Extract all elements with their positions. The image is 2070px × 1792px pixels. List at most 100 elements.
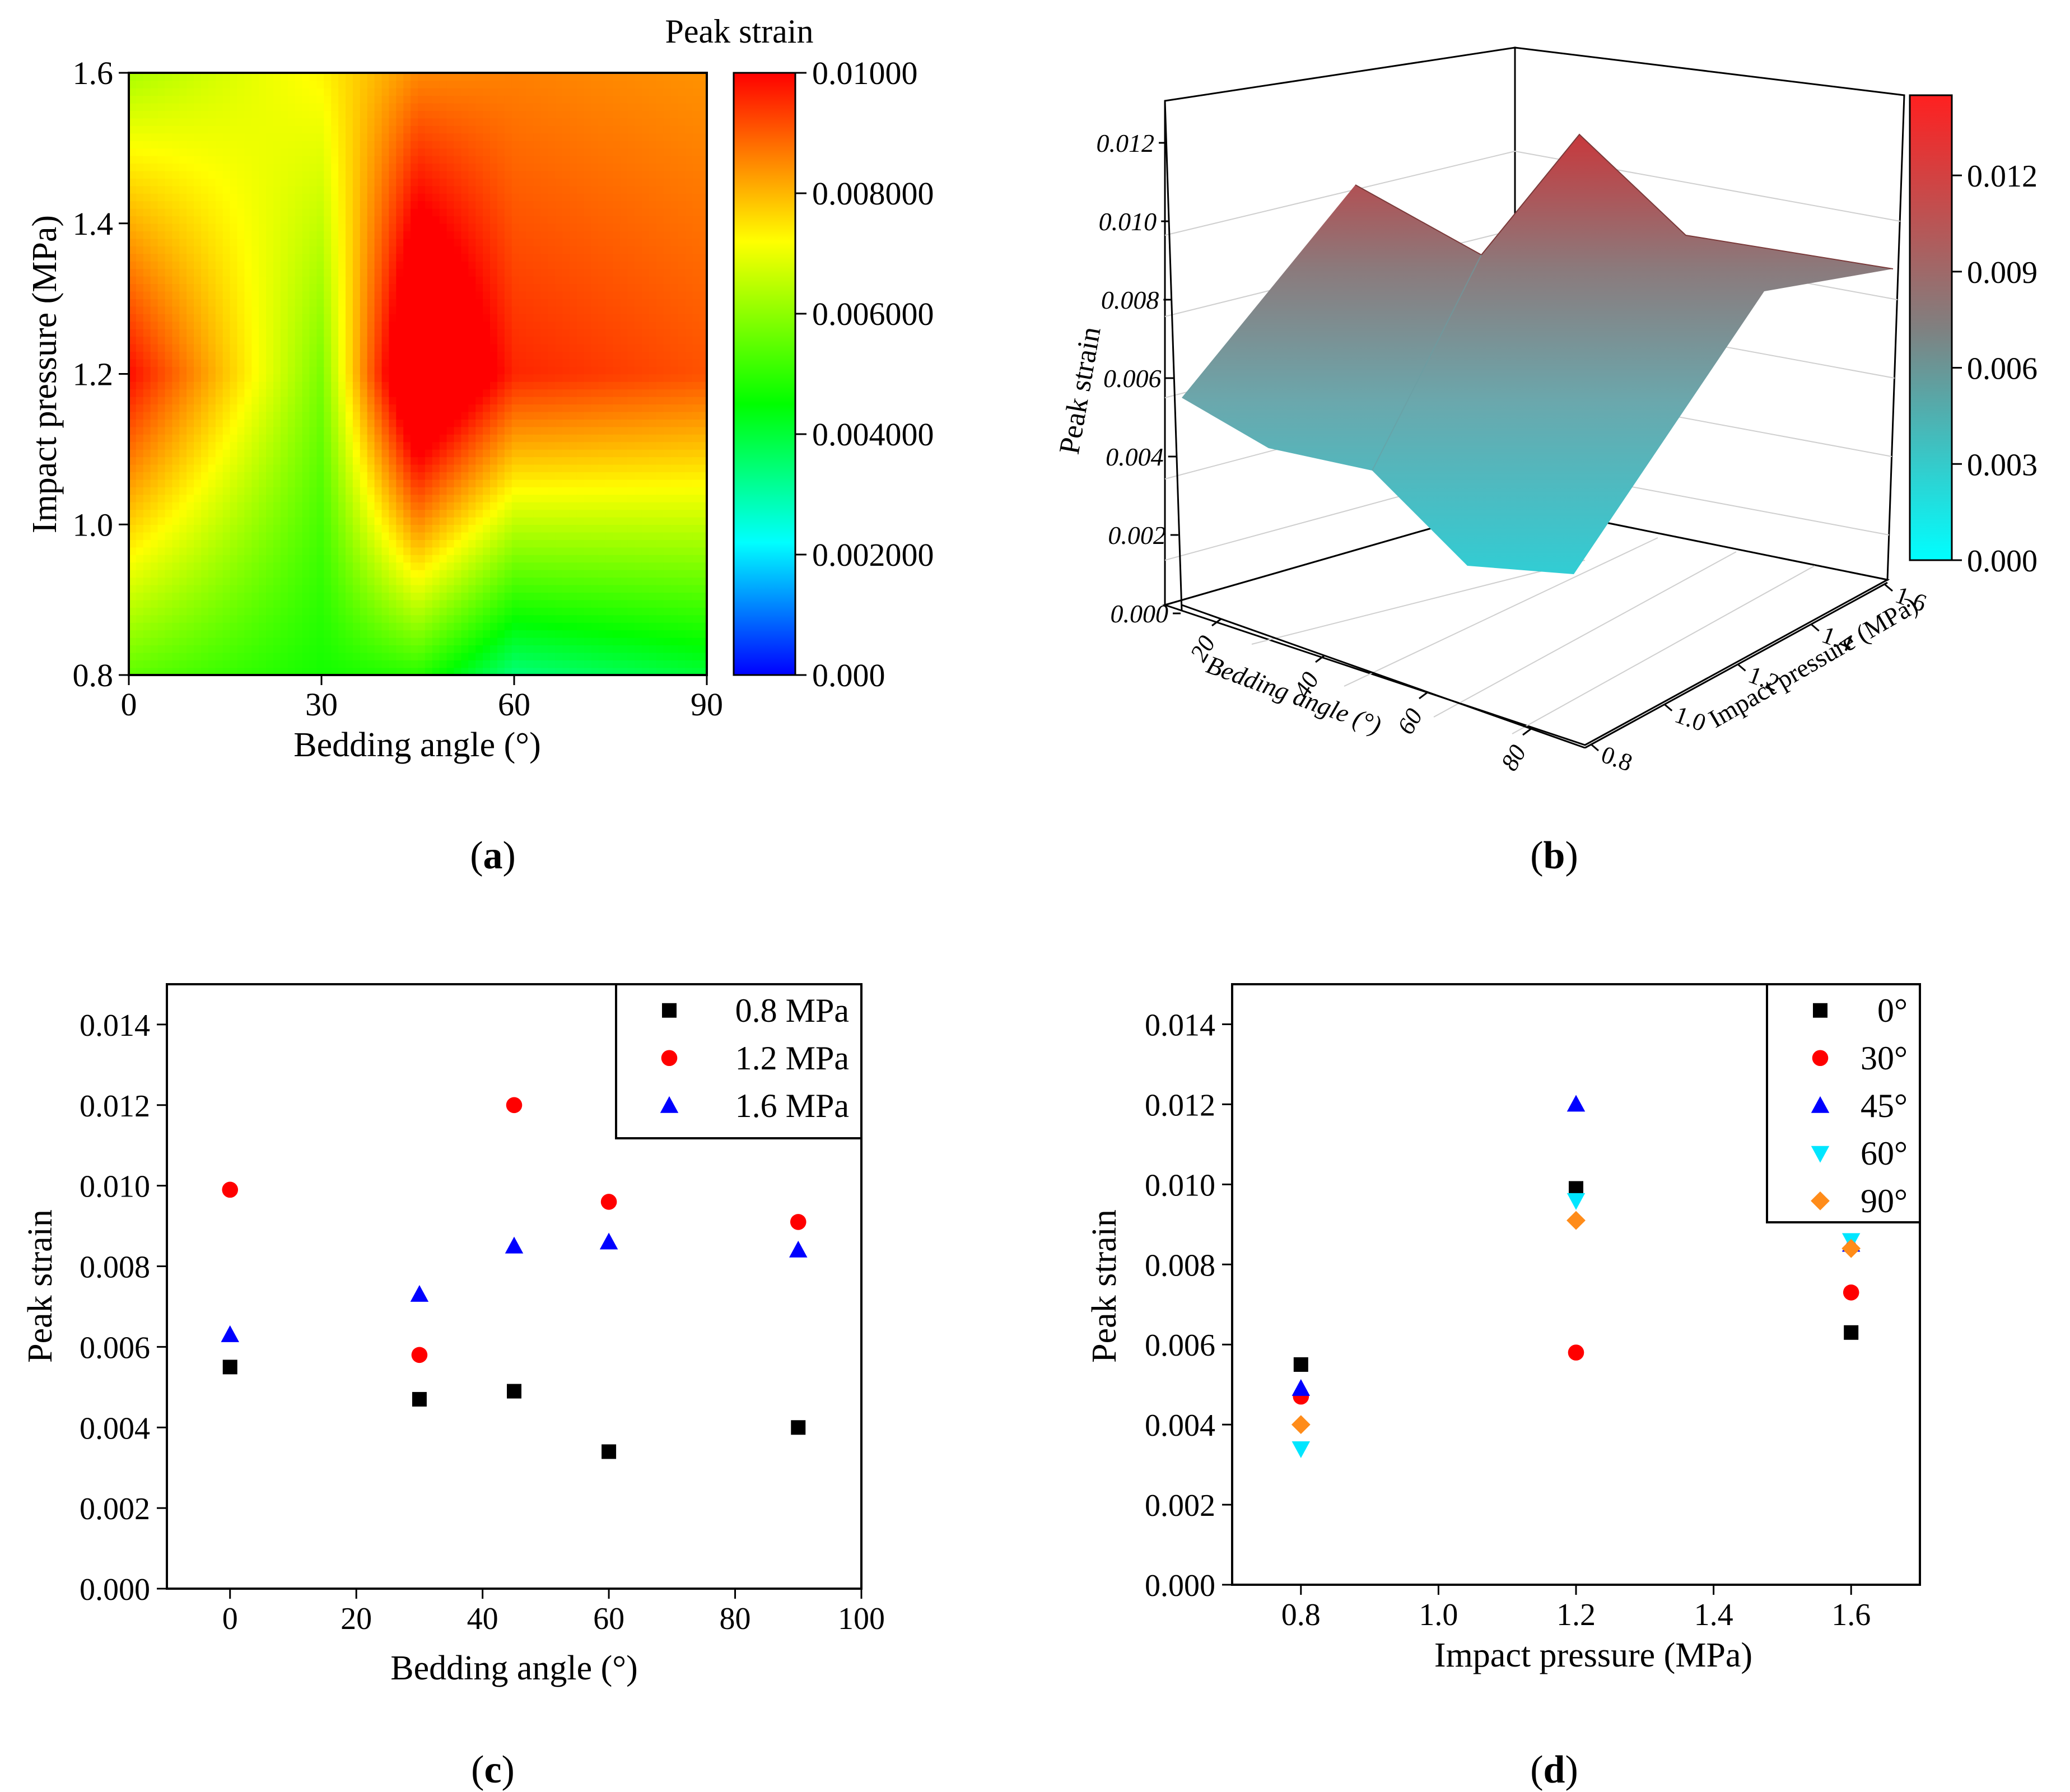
- heatmap-cell: [432, 652, 440, 660]
- heatmap-cell: [511, 155, 520, 164]
- heatmap-cell: [504, 630, 512, 638]
- heatmap-cell: [280, 577, 288, 585]
- heatmap-cell: [475, 163, 483, 171]
- heatmap-cell: [454, 501, 462, 510]
- heatmap-cell: [280, 622, 288, 631]
- heatmap-cell: [446, 532, 455, 540]
- heatmap-cell: [194, 449, 202, 458]
- heatmap-cell: [237, 246, 245, 254]
- heatmap-cell: [461, 87, 469, 96]
- heatmap-cell: [208, 524, 216, 533]
- heatmap-cell: [187, 487, 194, 495]
- heatmap-cell: [403, 208, 411, 217]
- heatmap-cell: [374, 343, 383, 352]
- heatmap-cell: [490, 472, 498, 480]
- heatmap-cell: [439, 148, 447, 156]
- heatmap-cell: [150, 366, 158, 375]
- heatmap-cell: [136, 645, 144, 653]
- heatmap-cell: [179, 260, 187, 269]
- heatmap-cell: [338, 231, 346, 239]
- heatmap-cell: [331, 516, 339, 525]
- heatmap-cell: [172, 110, 180, 119]
- heatmap-cell: [287, 291, 296, 299]
- heatmap-cell: [208, 366, 216, 375]
- heatmap-cell: [280, 268, 288, 277]
- heatmap-cell: [230, 140, 238, 149]
- heatmap-cell: [483, 607, 491, 616]
- heatmap-cell: [179, 163, 187, 171]
- heatmap-cell: [576, 404, 585, 412]
- heatmap-cell: [295, 630, 303, 638]
- heatmap-cell: [367, 268, 375, 277]
- heatmap-cell: [338, 389, 346, 397]
- heatmap-cell: [129, 185, 137, 194]
- heatmap-cell: [396, 246, 404, 254]
- heatmap-cell: [403, 170, 411, 179]
- heatmap-cell: [548, 178, 556, 187]
- heatmap-cell: [302, 396, 310, 405]
- heatmap-cell: [331, 193, 339, 202]
- heatmap-cell: [490, 411, 498, 420]
- heatmap-cell: [468, 547, 476, 555]
- heatmap-cell: [179, 125, 187, 134]
- heatmap-cell: [316, 667, 325, 676]
- heatmap-cell: [244, 434, 253, 443]
- heatmap-cell: [295, 577, 303, 585]
- heatmap-cell: [338, 223, 346, 231]
- heatmap-cell: [374, 351, 383, 360]
- heatmap-cell: [230, 396, 238, 405]
- heatmap-cell: [208, 359, 216, 367]
- heatmap-cell: [425, 396, 433, 405]
- heatmap-cell: [187, 472, 194, 480]
- heatmap-cell: [439, 336, 447, 345]
- heatmap-cell: [403, 374, 411, 382]
- heatmap-cell: [432, 133, 440, 141]
- heatmap-cell: [511, 95, 520, 104]
- heatmap-cell: [367, 389, 375, 397]
- heatmap-cell: [569, 524, 577, 533]
- heatmap-cell: [352, 73, 361, 81]
- heatmap-cell: [446, 276, 455, 285]
- heatmap-cell: [540, 73, 548, 81]
- heatmap-cell: [215, 389, 223, 397]
- heatmap-cell: [143, 637, 151, 646]
- heatmap-cell: [418, 487, 426, 495]
- heatmap-cell: [201, 562, 209, 570]
- heatmap-cell: [237, 487, 245, 495]
- heatmap-cell: [201, 260, 209, 269]
- heatmap-cell: [403, 321, 411, 329]
- heatmap-cell: [179, 268, 187, 277]
- heatmap-cell: [165, 494, 173, 502]
- heatmap-cell: [468, 501, 476, 510]
- heatmap-cell: [215, 381, 223, 390]
- heatmap-cell: [150, 494, 158, 502]
- heatmap-cell: [403, 645, 411, 653]
- heatmap-cell: [569, 283, 577, 292]
- heatmap-cell: [237, 238, 245, 246]
- heatmap-cell: [526, 148, 534, 156]
- heatmap-cell: [533, 547, 542, 555]
- heatmap-cell: [555, 343, 563, 352]
- heatmap-cell: [237, 201, 245, 209]
- heatmap-cell: [179, 291, 187, 299]
- heatmap-cell: [389, 133, 397, 141]
- heatmap-cell: [555, 479, 563, 487]
- heatmap-cell: [136, 622, 144, 631]
- heatmap-cell: [411, 155, 418, 164]
- heatmap-cell: [187, 426, 194, 435]
- heatmap-cell: [266, 389, 274, 397]
- heatmap-cell: [143, 299, 151, 307]
- heatmap-cell: [259, 359, 267, 367]
- heatmap-cell: [352, 268, 361, 277]
- heatmap-cell: [374, 592, 383, 601]
- heatmap-cell: [150, 404, 158, 412]
- heatmap-cell: [562, 374, 570, 382]
- heatmap-cell: [244, 73, 253, 81]
- heatmap-cell: [266, 246, 274, 254]
- heatmap-cell: [576, 584, 585, 593]
- heatmap-cell: [475, 555, 483, 563]
- heatmap-cell: [411, 140, 418, 149]
- heatmap-cell: [548, 494, 556, 502]
- heatmap-cell: [360, 170, 368, 179]
- heatmap-cell: [280, 299, 288, 307]
